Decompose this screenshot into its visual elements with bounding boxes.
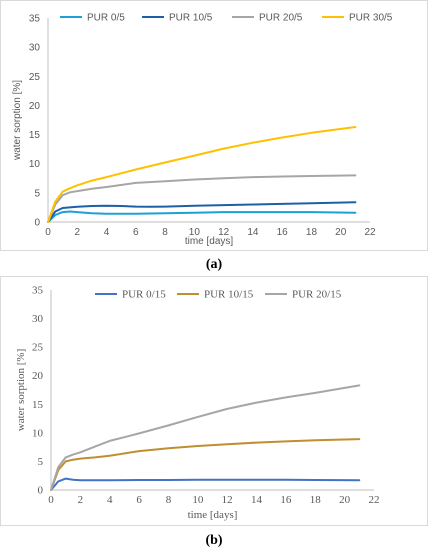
y-tick-label: 35 xyxy=(32,285,44,297)
x-tick-label: 4 xyxy=(104,227,110,238)
x-tick-label: 16 xyxy=(280,494,292,506)
y-tick-label: 30 xyxy=(32,313,44,325)
legend-label: PUR 10/15 xyxy=(204,289,254,301)
x-tick-label: 20 xyxy=(339,494,351,506)
y-tick-label: 20 xyxy=(29,101,41,112)
y-axis-label: water sorption [%] xyxy=(15,349,27,431)
x-tick-label: 12 xyxy=(222,494,233,506)
legend-label: PUR 0/15 xyxy=(122,289,166,301)
y-tick-label: 10 xyxy=(32,427,44,439)
y-tick-label: 15 xyxy=(32,399,44,411)
panel-b-frame xyxy=(0,276,428,526)
y-tick-label: 5 xyxy=(38,456,44,468)
x-tick-label: 14 xyxy=(251,494,263,506)
legend-label: PUR 0/5 xyxy=(87,13,125,24)
series-line xyxy=(50,384,361,491)
x-tick-label: 18 xyxy=(306,227,318,238)
y-tick-label: 5 xyxy=(34,188,40,199)
x-tick-label: 22 xyxy=(364,227,376,238)
y-axis-label: water sorption [%] xyxy=(12,80,23,161)
x-tick-label: 2 xyxy=(78,494,84,506)
y-tick-label: 25 xyxy=(32,342,44,354)
series-line xyxy=(47,201,357,223)
x-tick-label: 0 xyxy=(48,494,54,506)
x-tick-label: 20 xyxy=(335,227,347,238)
x-tick-label: 2 xyxy=(74,227,80,238)
legend-label: PUR 10/5 xyxy=(169,13,213,24)
panel-a-frame xyxy=(0,0,428,251)
x-axis-label: time [days] xyxy=(188,509,238,521)
y-tick-label: 0 xyxy=(38,485,44,497)
y-tick-label: 35 xyxy=(29,14,41,25)
panel-b-label: (b) xyxy=(205,533,222,548)
legend-label: PUR 30/5 xyxy=(349,13,393,24)
x-tick-label: 18 xyxy=(310,494,322,506)
x-tick-label: 14 xyxy=(247,227,259,238)
x-tick-label: 10 xyxy=(192,494,204,506)
x-tick-label: 8 xyxy=(166,494,172,506)
x-tick-label: 10 xyxy=(189,227,201,238)
x-tick-label: 16 xyxy=(277,227,289,238)
x-tick-label: 6 xyxy=(133,227,139,238)
x-tick-label: 4 xyxy=(107,494,113,506)
y-tick-label: 20 xyxy=(32,370,44,382)
chart-panel-a: 0 5 10 15 20 25 30 35 0 2 4 6 8 10 12 14 16 18 20 22 water s… xyxy=(12,13,393,248)
y-tick-label: 30 xyxy=(29,43,41,54)
chart-panel-b: 0 5 10 15 20 25 30 35 0 2 4 6 8 10 12 14 16 18 20 22 water s… xyxy=(15,285,380,522)
y-tick-label: 0 xyxy=(34,218,40,229)
panel-a-label: (a) xyxy=(206,257,223,272)
x-tick-label: 0 xyxy=(45,227,51,238)
legend-label: PUR 20/5 xyxy=(259,13,303,24)
x-axis-label: time [days] xyxy=(185,236,234,247)
series-line xyxy=(50,438,361,491)
x-tick-label: 6 xyxy=(136,494,142,506)
series-line xyxy=(47,174,357,223)
y-tick-label: 15 xyxy=(29,130,41,141)
x-tick-label: 12 xyxy=(218,227,230,238)
series-line xyxy=(47,126,357,223)
y-tick-label: 25 xyxy=(29,72,41,83)
x-tick-label: 22 xyxy=(369,494,380,506)
series-line xyxy=(50,477,361,491)
y-tick-label: 10 xyxy=(29,159,41,170)
x-tick-label: 8 xyxy=(162,227,168,238)
series-line xyxy=(47,210,357,223)
legend-label: PUR 20/15 xyxy=(292,289,342,301)
